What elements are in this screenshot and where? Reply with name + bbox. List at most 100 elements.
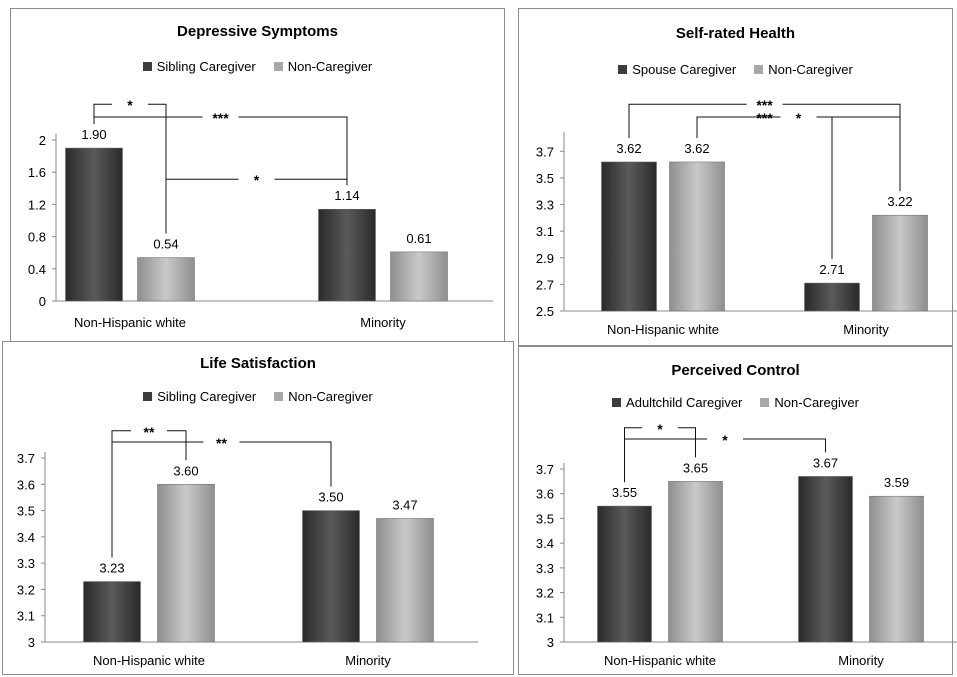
chart-legend: Adultchild Caregiver Non-Caregiver [519, 395, 952, 410]
y-tick-label: 3.5 [17, 504, 35, 519]
legend-label: Non-Caregiver [288, 389, 373, 404]
y-tick-label: 3.5 [536, 511, 554, 526]
chart-panel-life-satisfaction: Life Satisfaction Sibling Caregiver Non-… [2, 341, 514, 675]
y-tick-label: 3.4 [17, 530, 35, 545]
significance-label: * [657, 421, 663, 437]
legend-item-caregiver: Spouse Caregiver [618, 62, 736, 77]
legend-swatch-caregiver [143, 392, 153, 401]
legend-label: Sibling Caregiver [157, 389, 257, 404]
bar-caregiver [798, 476, 853, 643]
bar-caregiver [804, 282, 860, 312]
bar-value-label: 3.55 [612, 485, 637, 500]
bar-noncaregiver [669, 161, 725, 312]
bar-value-label: 3.47 [392, 497, 417, 512]
y-tick-label: 3 [28, 635, 35, 650]
chart-title: Self-rated Health [675, 25, 796, 42]
y-tick-label: 0.8 [28, 230, 46, 245]
y-tick-label: 3.1 [536, 224, 554, 239]
significance-bracket [696, 116, 901, 192]
bar-chart-plot: 2.5 2.7 2.9 3.1 3.3 3.5 3.7 3.62 3.62 Non-Hispani… [536, 97, 957, 337]
chart-legend: Spouse Caregiver Non-Caregiver [519, 62, 952, 77]
significance-label: * [796, 110, 802, 126]
significance-label: ** [216, 435, 227, 451]
chart-panel-depressive-symptoms: Depressive Symptoms Sibling Caregiver No… [10, 8, 505, 342]
chart-title: Life Satisfaction [200, 355, 316, 372]
x-category-label: Non-Hispanic white [93, 653, 205, 668]
x-category-label: Minority [345, 653, 391, 668]
x-category-label: Non-Hispanic white [604, 653, 716, 668]
significance-label-bg [780, 111, 817, 123]
bar-noncaregiver [668, 481, 723, 643]
y-tick-label: 1.6 [28, 165, 46, 180]
legend-label: Non-Caregiver [287, 59, 373, 74]
y-tick-label: 3.3 [536, 198, 554, 213]
significance-bracket [93, 116, 348, 186]
legend-swatch-noncaregiver [760, 398, 770, 407]
y-tick-label: 3.2 [17, 582, 35, 597]
bar-noncaregiver [872, 214, 928, 312]
chart-title: Depressive Symptoms [177, 23, 338, 40]
y-tick-label: 3.7 [536, 144, 554, 159]
legend-swatch-noncaregiver [754, 65, 764, 74]
chart-legend: Sibling Caregiver Non-Caregiver [11, 59, 504, 74]
y-tick-label: 2 [39, 133, 46, 148]
y-tick-label: 0 [39, 294, 46, 309]
significance-label: * [254, 172, 260, 188]
x-category-label: Minority [838, 653, 884, 668]
legend-label: Non-Caregiver [768, 62, 853, 77]
bar-value-label: 0.61 [406, 231, 431, 246]
bar-noncaregiver [869, 495, 924, 643]
bar-chart-plot: 3 3.1 3.2 3.3 3.4 3.5 3.6 3.7 3.23 3.60 Non-Hispan… [17, 424, 478, 668]
significance-label-bg [746, 98, 783, 111]
bar-value-label: 3.62 [616, 141, 641, 156]
legend-swatch-caregiver [612, 398, 622, 407]
significance-label: *** [756, 110, 773, 126]
legend-item-noncaregiver: Non-Caregiver [754, 62, 853, 77]
significance-label-bg [238, 173, 275, 186]
significance-label-bg [642, 421, 678, 434]
x-category-label: Non-Hispanic white [74, 315, 186, 330]
x-category-label: Minority [360, 315, 406, 330]
y-tick-label: 3.3 [536, 561, 554, 576]
legend-label: Non-Caregiver [774, 395, 859, 410]
significance-label: ** [144, 424, 155, 440]
y-tick-label: 3.3 [17, 556, 35, 571]
legend-item-caregiver: Sibling Caregiver [143, 389, 256, 404]
bar-value-label: 1.14 [334, 188, 359, 203]
y-tick-label: 2.5 [536, 304, 554, 319]
legend-item-noncaregiver: Non-Caregiver [274, 389, 373, 404]
significance-label-bg [202, 111, 239, 123]
y-tick-label: 2.9 [536, 251, 554, 266]
bar-caregiver [601, 161, 657, 312]
significance-label: * [722, 432, 728, 448]
bar-value-label: 1.90 [81, 127, 106, 142]
significance-label: * [127, 97, 133, 113]
bar-caregiver [597, 505, 652, 643]
y-tick-label: 3.7 [536, 462, 554, 477]
significance-label-bg [112, 98, 148, 111]
significance-bracket [111, 441, 332, 558]
significance-label-bg [131, 424, 167, 437]
chart-panel-self-rated-health: Self-rated Health Spouse Caregiver Non-C… [518, 8, 957, 346]
bar-value-label: 3.67 [813, 455, 838, 470]
bar-caregiver [65, 147, 123, 302]
y-tick-label: 0.4 [28, 262, 46, 277]
y-tick-label: 1.2 [28, 197, 46, 212]
legend-item-noncaregiver: Non-Caregiver [273, 59, 373, 74]
legend-label: Spouse Caregiver [632, 62, 737, 77]
legend-swatch-caregiver [142, 62, 152, 71]
y-tick-label: 3.6 [17, 477, 35, 492]
legend-label: Sibling Caregiver [156, 59, 256, 74]
bar-caregiver [318, 208, 376, 302]
significance-label-bg [203, 436, 240, 448]
chart-legend: Sibling Caregiver Non-Caregiver [3, 389, 513, 404]
legend-item-noncaregiver: Non-Caregiver [760, 395, 859, 410]
bar-value-label: 3.60 [173, 463, 198, 478]
y-tick-label: 3.2 [536, 586, 554, 601]
bar-value-label: 3.62 [684, 141, 709, 156]
legend-label: Adultchild Caregiver [626, 395, 743, 410]
y-tick-label: 3 [547, 635, 554, 650]
legend-swatch-caregiver [618, 65, 628, 74]
bar-chart-plot: 0 0.4 0.8 1.2 1.6 2 1.90 0.54 Non-Hispanic white… [28, 97, 493, 330]
y-tick-label: 2.7 [536, 277, 554, 292]
